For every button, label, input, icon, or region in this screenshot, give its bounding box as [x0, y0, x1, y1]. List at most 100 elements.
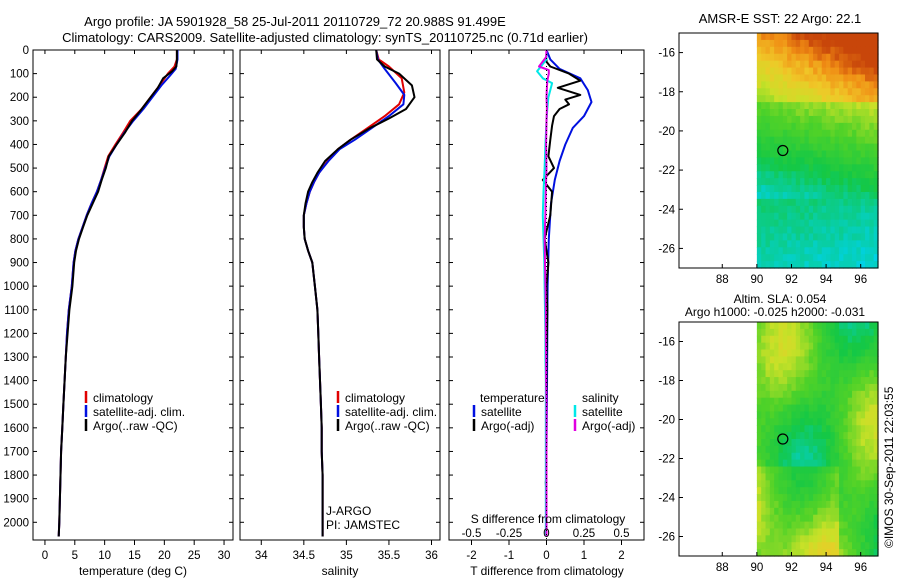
heatmap-cell [800, 411, 806, 419]
heatmap-cell [769, 67, 775, 76]
heatmap-cell [821, 452, 827, 461]
heatmap-cell [847, 102, 853, 110]
heatmap-cell [808, 445, 814, 454]
heatmap-cell [865, 342, 870, 351]
heatmap-cell [821, 542, 827, 550]
sla-map-subtitle: Argo h1000: -0.025 h2000: -0.031 [685, 305, 865, 319]
heatmap-cell [826, 432, 832, 440]
heatmap-cell [843, 60, 849, 69]
heatmap-cell [834, 74, 840, 82]
heatmap-cell [769, 452, 775, 461]
heatmap-cell [765, 507, 771, 516]
heatmap-cell [782, 404, 788, 413]
heatmap-cell [821, 254, 827, 262]
heatmap-cell [834, 33, 840, 41]
heatmap-cell [804, 425, 810, 433]
heatmap-cell [873, 507, 879, 516]
heatmap-cell [865, 459, 870, 468]
heatmap-cell [826, 115, 832, 124]
heatmap-cell [808, 542, 814, 550]
heatmap-cell [873, 53, 879, 62]
heatmap-cell [813, 356, 819, 364]
heatmap-cell [843, 157, 849, 165]
heatmap-cell [778, 254, 784, 262]
heatmap-cell [787, 432, 793, 440]
heatmap-cell [843, 254, 849, 262]
heatmap-cell [865, 102, 870, 110]
heatmap-cell [817, 377, 823, 385]
heatmap-cell [843, 514, 849, 523]
heatmap-cell [873, 349, 879, 358]
heatmap-cell [813, 500, 819, 509]
heatmap-cell [839, 115, 844, 124]
heatmap-cell [852, 425, 857, 433]
heatmap-cell [756, 473, 762, 481]
heatmap-cell [804, 178, 810, 186]
heatmap-cell [839, 411, 844, 419]
heatmap-cell [813, 383, 819, 392]
heatmap-cell [813, 370, 819, 378]
heatmap-cell [860, 356, 866, 364]
heatmap-cell [860, 53, 866, 62]
heatmap-cell [761, 459, 767, 468]
heatmap-cell [808, 514, 814, 523]
heatmap-cell [839, 528, 844, 536]
heatmap-cell [813, 411, 819, 419]
heatmap-cell [813, 542, 819, 550]
heatmap-cell [817, 143, 823, 152]
heatmap-cell [839, 74, 844, 82]
heatmap-cell [761, 542, 767, 550]
heatmap-cell [761, 185, 767, 193]
heatmap-cell [787, 240, 793, 248]
heatmap-cell [808, 198, 814, 207]
heatmap-cell [852, 102, 857, 110]
heatmap-cell [800, 115, 806, 124]
heatmap-cell [873, 212, 879, 221]
heatmap-cell [817, 219, 823, 228]
heatmap-cell [761, 445, 767, 454]
heatmap-cell [795, 514, 801, 523]
heatmap-cell [774, 404, 780, 413]
heatmap-cell [808, 226, 814, 235]
heatmap-cell [860, 74, 866, 82]
heatmap-cell [800, 487, 806, 495]
heatmap-cell [856, 514, 862, 523]
heatmap-cell [769, 549, 775, 557]
temperature-panel-frame [32, 49, 234, 541]
lat-tick-label: -22 [658, 454, 675, 466]
heatmap-cell [873, 157, 879, 165]
heatmap-cell [873, 219, 879, 228]
heatmap-cell [826, 226, 832, 235]
heatmap-cell [774, 129, 780, 138]
heatmap-cell [852, 143, 857, 152]
heatmap-cell [804, 494, 810, 502]
heatmap-cell [834, 418, 840, 426]
heatmap-cell [778, 129, 784, 138]
heatmap-cell [839, 247, 844, 255]
heatmap-cell [830, 521, 836, 530]
heatmap-cell [769, 88, 775, 96]
heatmap-cell [839, 328, 844, 337]
heatmap-cell [800, 473, 806, 481]
heatmap-cell [826, 261, 832, 269]
heatmap-cell [800, 46, 806, 55]
heatmap-cell [834, 507, 840, 516]
heatmap-cell [756, 212, 762, 221]
heatmap-cell [847, 198, 853, 207]
heatmap-cell [782, 411, 788, 419]
heatmap-cell [800, 377, 806, 385]
heatmap-cell [830, 157, 836, 165]
heatmap-cell [869, 115, 875, 124]
heatmap-cell [804, 322, 810, 330]
heatmap-cell [843, 363, 849, 371]
heatmap-cell [765, 164, 771, 172]
heatmap-cell [852, 542, 857, 550]
heatmap-cell [782, 53, 788, 62]
heatmap-cell [778, 356, 784, 364]
heatmap-cell [869, 342, 875, 351]
timestamp-stamp: ©IMOS 30-Sep-2011 22:03:55 [882, 386, 896, 548]
heatmap-cell [756, 452, 762, 461]
heatmap-cell [873, 60, 879, 69]
heatmap-cell [821, 494, 827, 502]
heatmap-cell [761, 191, 767, 200]
